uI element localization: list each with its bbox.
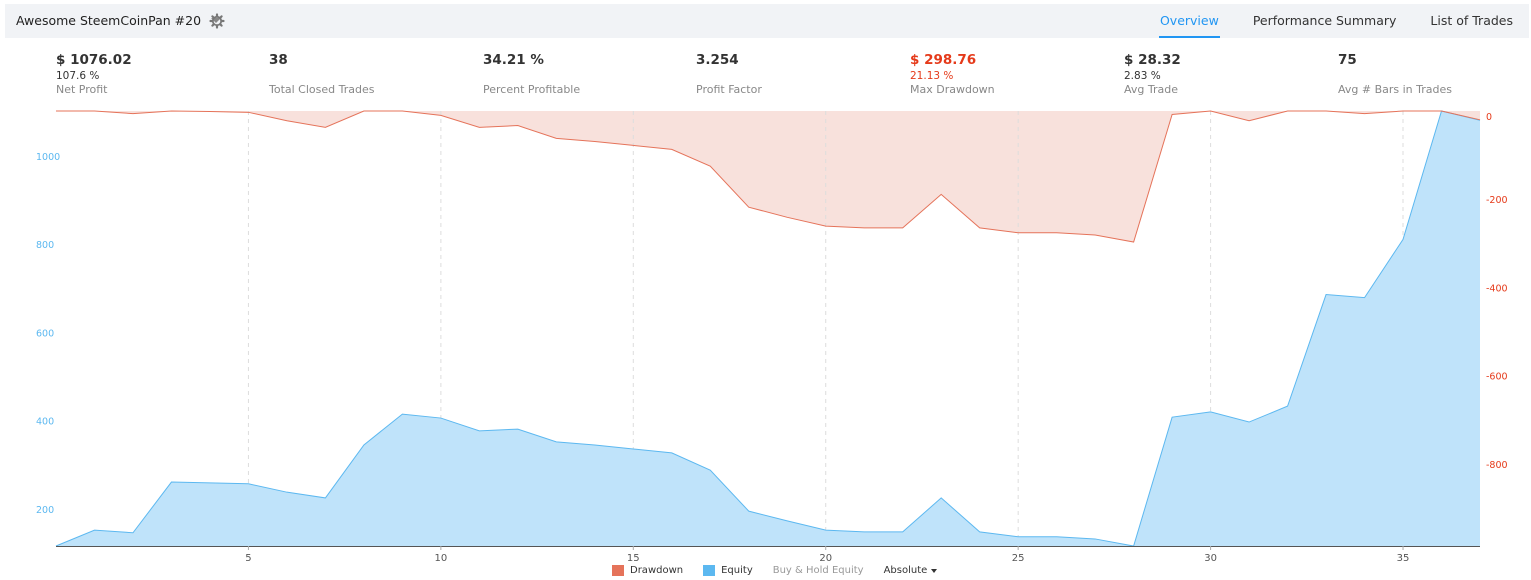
stat-label: Avg # Bars in Trades <box>1338 83 1452 96</box>
stat-value: 34.21 % <box>483 52 544 68</box>
stat-total-closed-trades: 38 Total Closed Trades <box>269 52 374 96</box>
stat-value: 38 <box>269 52 288 68</box>
equity-line <box>55 110 1481 547</box>
equity-area <box>56 111 1480 546</box>
stat-avg-trade: $ 28.32 2.83 % Avg Trade <box>1124 52 1181 96</box>
x-tick-label: 20 <box>819 553 832 564</box>
right-axis-tick-label: -800 <box>1486 460 1508 471</box>
stat-label: Max Drawdown <box>910 83 995 96</box>
drawdown-swatch <box>612 565 624 576</box>
x-tick-label: 10 <box>434 553 447 564</box>
left-axis-tick-label: 1000 <box>36 152 60 163</box>
x-tick-label: 5 <box>245 553 251 564</box>
stat-value: 75 <box>1338 52 1357 68</box>
left-axis-tick-label: 200 <box>36 505 54 516</box>
right-axis-tick-label: -400 <box>1486 283 1508 294</box>
strategy-title: Awesome SteemCoinPan #20 <box>16 13 202 28</box>
stat-label: Percent Profitable <box>483 83 581 96</box>
legend-label: Drawdown <box>630 565 684 576</box>
right-axis-tick-label: 0 <box>1486 112 1492 123</box>
drawdown-area <box>56 111 1480 243</box>
left-axis-tick-label: 600 <box>36 328 54 339</box>
x-tick-label: 15 <box>627 553 640 564</box>
chevron-down-icon <box>211 18 222 23</box>
stat-label: Profit Factor <box>696 83 762 96</box>
equity-swatch <box>703 565 716 576</box>
right-axis-tick-label: -200 <box>1486 195 1508 206</box>
left-axis-tick-label: 800 <box>36 240 54 251</box>
stat-percent-profitable: 34.21 % Percent Profitable <box>483 52 580 96</box>
stat-percent: 21.13 % <box>910 70 954 82</box>
stat-label: Net Profit <box>56 83 108 96</box>
mode-dropdown[interactable]: Absolute <box>884 565 938 576</box>
legend-equity[interactable]: Equity <box>703 565 753 576</box>
drawdown-line <box>56 110 1481 243</box>
stat-max-drawdown: $ 298.76 21.13 % Max Drawdown <box>910 52 995 96</box>
legend-drawdown[interactable]: Drawdown <box>612 565 683 576</box>
tab-overview[interactable]: Overview <box>1158 4 1220 38</box>
legend-label: Equity <box>721 565 753 576</box>
stat-value: $ 28.32 <box>1124 52 1181 68</box>
stat-avg-bars-in-trades: 75 Avg # Bars in Trades <box>1338 52 1452 96</box>
stat-value: 3.254 <box>696 52 739 68</box>
x-tick-label: 25 <box>1012 553 1025 564</box>
legend-buy-hold-equity[interactable]: Buy & Hold Equity <box>772 565 864 576</box>
stat-profit-factor: 3.254 Profit Factor <box>696 52 762 96</box>
equity-drawdown-chart: 5 10 15 20 25 30 35 200 400 600 800 1000 0 -200 -400 -6… <box>36 110 1508 564</box>
chart-legend: Drawdown Equity Buy & Hold Equity Absolu… <box>612 565 938 576</box>
stat-percent: 2.83 % <box>1124 70 1161 82</box>
stat-percent: 107.6 % <box>56 70 100 82</box>
chevron-down-icon <box>931 568 938 573</box>
gear-icon[interactable] <box>209 13 225 29</box>
x-tick-label: 35 <box>1397 553 1410 564</box>
strategy-tester-header: Awesome SteemCoinPan #20 Overview Perfor… <box>5 4 1529 38</box>
x-tick-label: 30 <box>1204 553 1217 564</box>
strategy-selector[interactable]: Awesome SteemCoinPan #20 <box>16 13 222 28</box>
tab-performance-summary[interactable]: Performance Summary <box>1252 13 1397 28</box>
stat-net-profit: $ 1076.02 107.6 % Net Profit <box>56 52 132 96</box>
stat-value: $ 1076.02 <box>56 52 132 68</box>
right-axis-tick-label: -600 <box>1486 372 1508 383</box>
stat-label: Total Closed Trades <box>269 83 375 96</box>
stat-label: Avg Trade <box>1124 83 1178 96</box>
tab-list-of-trades[interactable]: List of Trades <box>1430 13 1513 28</box>
mode-label: Absolute <box>883 565 928 576</box>
left-axis-tick-label: 400 <box>36 417 54 428</box>
stat-value: $ 298.76 <box>910 52 977 68</box>
